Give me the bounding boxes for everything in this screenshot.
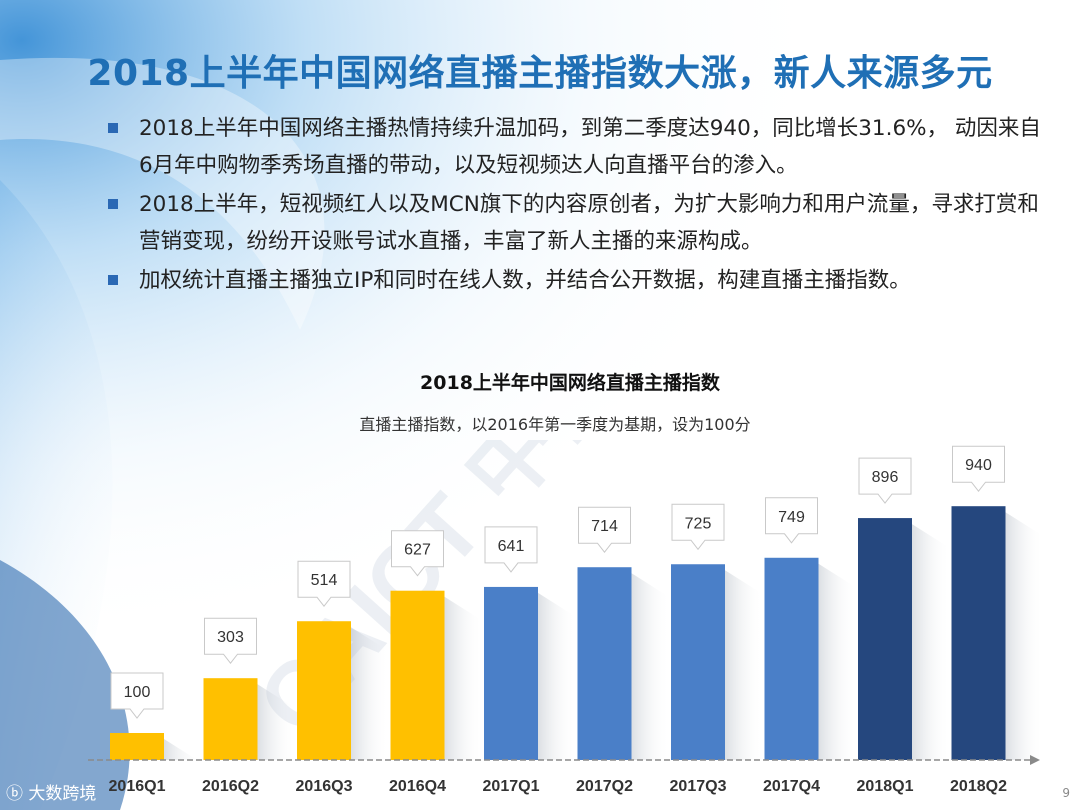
bar — [577, 567, 632, 760]
value-callout — [391, 530, 444, 577]
category-label: 2017Q1 — [483, 778, 540, 795]
category-label: 2018Q1 — [857, 778, 914, 795]
value-label: 725 — [685, 515, 712, 532]
bar — [671, 564, 725, 760]
bar-shadow — [444, 596, 483, 760]
value-label: 514 — [311, 572, 338, 589]
category-label: 2017Q4 — [763, 778, 820, 795]
value-callout — [578, 506, 631, 554]
footer-brand-text: 大数跨境 — [28, 784, 97, 804]
value-callout — [110, 672, 164, 719]
bar — [764, 557, 819, 760]
bar — [390, 590, 445, 760]
bar — [484, 586, 538, 760]
value-label: 303 — [217, 629, 244, 646]
bar — [203, 678, 258, 760]
value-label: 714 — [591, 518, 618, 535]
bar-shadow — [912, 524, 950, 760]
category-label: 2016Q1 — [109, 778, 166, 795]
value-label: 627 — [404, 542, 431, 559]
x-axis-arrow-icon — [1030, 755, 1040, 765]
bullet-text: 加权统计直播主播独立IP和同时在线人数，并结合公开数据，构建直播主播指数。 — [139, 268, 911, 293]
value-callout — [765, 497, 818, 544]
bar-shadow — [257, 684, 296, 760]
bar — [951, 506, 1006, 760]
bullet-item: 2018上半年中国网络主播热情持续升温加码，到第二季度达940，同比增长31.6… — [105, 110, 1050, 184]
value-label: 749 — [778, 509, 805, 526]
bar — [110, 733, 164, 760]
page-number: 9 — [1062, 786, 1070, 800]
value-label: 940 — [965, 457, 992, 474]
bar-chart: CAICT 中国信通院1002016Q13032016Q25142016Q362… — [88, 440, 1044, 795]
bullet-text: 2018上半年中国网络主播热情持续升温加码，到第二季度达940，同比增长31.6… — [139, 116, 1041, 178]
footer-brand-icon: ⓑ — [6, 784, 23, 804]
bar — [297, 621, 351, 760]
bullet-square-icon — [108, 199, 118, 209]
value-callout — [671, 503, 725, 551]
bar-shadow — [1005, 512, 1044, 760]
bullet-text: 2018上半年，短视频红人以及MCN旗下的内容原创者，为扩大影响力和用户流量，寻… — [139, 192, 1039, 254]
bullet-square-icon — [108, 275, 118, 285]
bar-shadow — [351, 627, 389, 760]
bullet-item: 2018上半年，短视频红人以及MCN旗下的内容原创者，为扩大影响力和用户流量，寻… — [105, 186, 1050, 260]
bar-shadow — [538, 592, 576, 760]
bullet-list: 2018上半年中国网络主播热情持续升温加码，到第二季度达940，同比增长31.6… — [105, 110, 1050, 301]
category-label: 2016Q4 — [389, 778, 446, 795]
category-label: 2016Q2 — [202, 778, 259, 795]
value-callout — [952, 445, 1005, 493]
category-label: 2018Q2 — [950, 778, 1007, 795]
value-label: 641 — [498, 538, 525, 555]
category-label: 2016Q3 — [296, 778, 353, 795]
value-callout — [297, 560, 351, 608]
bar-shadow — [164, 739, 202, 763]
bar — [858, 518, 912, 760]
category-label: 2017Q2 — [576, 778, 633, 795]
page-title: 2018上半年中国网络直播主播指数大涨，新人来源多元 — [87, 53, 993, 94]
category-label: 2017Q3 — [670, 778, 727, 795]
bar-shadow — [725, 570, 763, 760]
value-label: 896 — [872, 469, 899, 486]
chart-subtitle: 直播主播指数，以2016年第一季度为基期，设为100分 — [359, 415, 751, 434]
bullet-item: 加权统计直播主播独立IP和同时在线人数，并结合公开数据，构建直播主播指数。 — [105, 262, 1050, 299]
value-callout — [858, 457, 912, 504]
value-callout — [484, 526, 538, 573]
bar-shadow — [818, 563, 857, 760]
bullet-square-icon — [108, 123, 118, 133]
footer-brand: ⓑ 大数跨境 — [6, 779, 96, 804]
value-label: 100 — [124, 684, 151, 701]
bar-shadow — [631, 573, 670, 760]
value-callout — [204, 617, 257, 665]
chart-title: 2018上半年中国网络直播主播指数 — [420, 372, 720, 394]
